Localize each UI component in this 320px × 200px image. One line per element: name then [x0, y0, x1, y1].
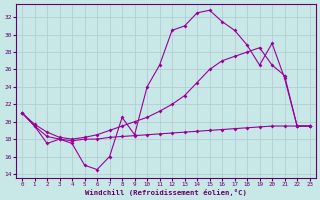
X-axis label: Windchill (Refroidissement éolien,°C): Windchill (Refroidissement éolien,°C) [85, 189, 247, 196]
